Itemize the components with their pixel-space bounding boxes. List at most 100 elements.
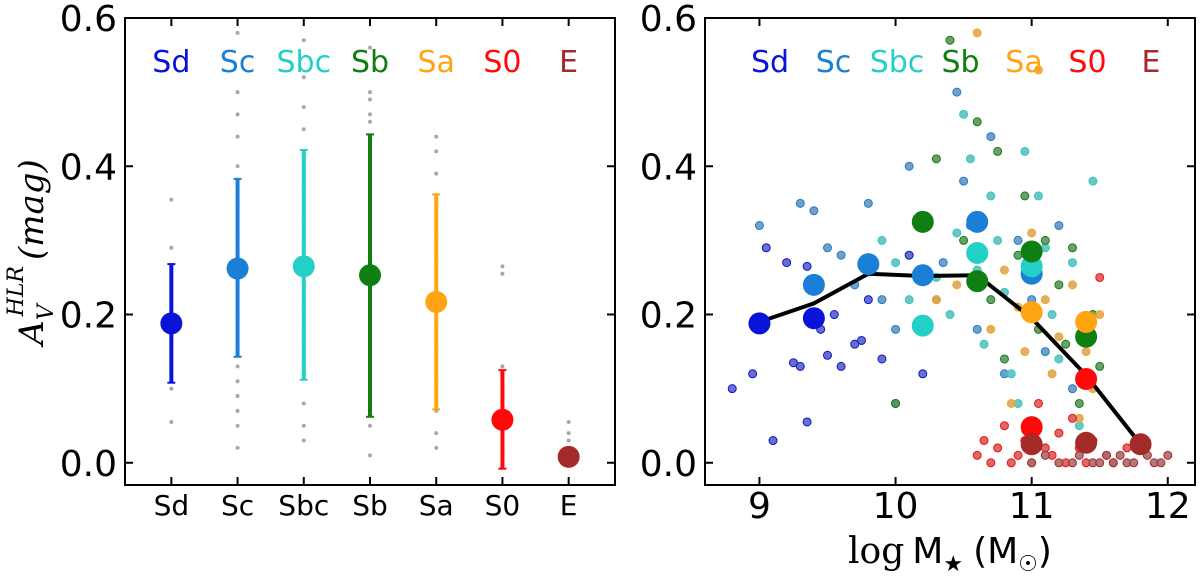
individual-galaxy-point: [972, 117, 982, 127]
left-grey-point: [434, 445, 439, 450]
left-y-tick-label: 0.6: [60, 0, 117, 40]
xlabel-M: M: [912, 531, 943, 572]
xlabel-unit-close: ): [1038, 531, 1052, 572]
individual-galaxy-point: [1095, 310, 1105, 320]
individual-galaxy-point: [1095, 458, 1105, 468]
left-grey-point: [235, 30, 240, 35]
individual-galaxy-point: [904, 250, 914, 260]
left-grey-point: [235, 90, 240, 95]
left-y-tick-label: 0.4: [60, 147, 117, 188]
left-type-label: Sd: [152, 45, 190, 80]
individual-galaxy-point: [993, 146, 1003, 156]
left-grey-point: [301, 401, 306, 406]
individual-galaxy-point: [1088, 176, 1098, 186]
left-x-category-label: Sc: [221, 489, 254, 522]
binned-point: [966, 270, 989, 293]
left-grey-point: [434, 134, 439, 139]
individual-galaxy-point: [931, 154, 941, 164]
individual-galaxy-point: [999, 421, 1009, 431]
binned-point: [1129, 433, 1152, 456]
binned-point: [1075, 310, 1098, 333]
left-grey-point: [368, 90, 372, 95]
individual-galaxy-point: [891, 324, 901, 334]
right-axes-frame: [704, 17, 1196, 486]
left-grey-point: [301, 38, 306, 43]
binned-point: [966, 241, 989, 264]
left-grey-point: [500, 364, 505, 369]
right-type-label: Sc: [816, 45, 852, 80]
left-grey-point: [368, 119, 372, 124]
right-y-tick-label: 0.2: [640, 296, 697, 337]
left-grey-point: [566, 431, 571, 436]
left-grey-point: [301, 423, 306, 428]
binned-point: [802, 273, 825, 296]
left-x-category-label: Sb: [352, 489, 388, 522]
individual-galaxy-point: [863, 295, 873, 305]
individual-galaxy-point: [877, 354, 887, 364]
individual-galaxy-point: [959, 176, 969, 186]
individual-galaxy-point: [1061, 339, 1071, 349]
trend-line: [758, 271, 1143, 446]
individual-galaxy-point: [952, 87, 962, 97]
individual-galaxy-point: [986, 132, 996, 142]
individual-galaxy-point: [1033, 398, 1043, 408]
left-x-category-label: Sa: [419, 489, 454, 522]
left-grey-point: [235, 423, 240, 428]
individual-galaxy-point: [1033, 65, 1043, 75]
individual-galaxy-point: [748, 369, 758, 379]
individual-galaxy-point: [1102, 450, 1112, 460]
right-type-labels: Sd Sc Sbc Sb Sa S0 E: [751, 45, 1161, 80]
individual-galaxy-point: [1054, 354, 1064, 364]
binned-point: [857, 253, 880, 276]
individual-galaxy-point: [972, 450, 982, 460]
binned-point: [1075, 431, 1098, 454]
binned-point: [911, 210, 934, 233]
individual-galaxy-point: [823, 350, 832, 360]
individual-galaxy-point: [727, 384, 737, 394]
individual-galaxy-point: [809, 206, 819, 216]
binned-point: [966, 210, 989, 233]
individual-galaxy-point: [1068, 458, 1077, 468]
binned-point: [1020, 433, 1043, 456]
left-grey-point: [169, 419, 174, 424]
individual-galaxy-point: [965, 154, 975, 164]
individual-galaxy-point: [891, 398, 901, 408]
individual-galaxy-point: [761, 243, 771, 253]
left-grey-point: [235, 408, 240, 413]
left-grey-point: [368, 112, 372, 117]
individual-galaxy-point: [1027, 458, 1037, 468]
left-type-label: Sa: [417, 45, 454, 80]
left-grey-point: [235, 164, 240, 169]
left-y-tick-label: 0.2: [60, 296, 117, 337]
individual-galaxy-point: [1047, 310, 1057, 320]
left-mean-point: [491, 408, 514, 431]
binned-point: [911, 314, 934, 337]
right-x-tick-label: 10: [873, 486, 919, 527]
right-y-tick-label: 0.0: [640, 444, 697, 485]
ylabel-sup: HLR: [4, 266, 29, 317]
left-grey-point: [301, 438, 306, 443]
left-grey-point: [500, 264, 505, 269]
individual-galaxy-point: [795, 198, 805, 208]
individual-galaxy-point: [938, 258, 948, 268]
individual-galaxy-point: [918, 369, 928, 379]
right-x-axis-title: log M★ (M☉): [848, 531, 1052, 577]
left-y-tick-label: 0.0: [60, 444, 117, 485]
right-binned-points: [748, 210, 1152, 456]
individual-galaxy-point: [986, 324, 996, 334]
right-y-tick-label: 0.4: [640, 147, 697, 188]
individual-galaxy-point: [877, 295, 887, 305]
individual-galaxy-point: [795, 361, 805, 371]
right-type-label: Sb: [941, 45, 979, 80]
left-axes-frame: [124, 17, 616, 486]
left-grey-point: [235, 379, 240, 384]
individual-galaxy-point: [945, 35, 955, 45]
left-grey-point: [368, 45, 372, 50]
left-y-ticks: 0.0 0.2 0.4 0.6: [60, 0, 615, 485]
individual-galaxy-point: [823, 243, 832, 253]
individual-galaxy-point: [877, 235, 887, 245]
individual-galaxy-point: [1054, 458, 1064, 468]
left-grey-point: [301, 104, 306, 109]
individual-galaxy-point: [1047, 369, 1057, 379]
right-x-ticks: 9 10 11 12: [748, 18, 1191, 527]
